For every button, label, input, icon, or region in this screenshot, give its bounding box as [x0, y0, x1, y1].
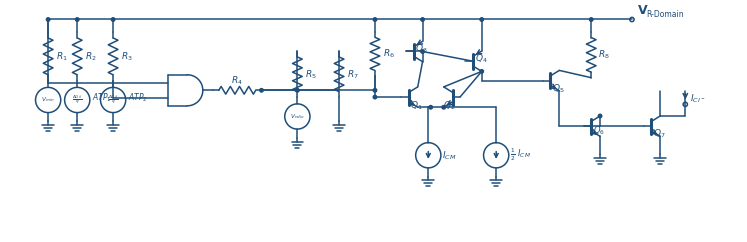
Text: $I_{CM}$: $I_{CM}$ — [442, 149, 456, 161]
Text: $R_3$: $R_3$ — [121, 50, 133, 63]
Text: $\frac{1}{2}\ I_{CM}$: $\frac{1}{2}\ I_{CM}$ — [509, 147, 530, 163]
Text: $\frac{\Delta G_{id}}{q}$: $\frac{\Delta G_{id}}{q}$ — [72, 93, 83, 106]
Text: $R_5$: $R_5$ — [305, 68, 317, 81]
Text: $Q_4$: $Q_4$ — [475, 52, 488, 65]
Circle shape — [260, 89, 263, 92]
Circle shape — [480, 70, 483, 73]
Text: $ATP_1$: $ATP_1$ — [92, 92, 111, 104]
Circle shape — [374, 89, 376, 92]
Circle shape — [374, 95, 376, 99]
Text: $Q_1$: $Q_1$ — [410, 99, 423, 112]
Text: $R_7$: $R_7$ — [347, 68, 359, 81]
Text: $\mathbf{V}$: $\mathbf{V}$ — [636, 4, 648, 17]
Text: $R_2$: $R_2$ — [85, 50, 96, 63]
Text: $R_4$: $R_4$ — [232, 75, 244, 87]
Text: $\frac{\Delta G_{id}}{q}$: $\frac{\Delta G_{id}}{q}$ — [108, 93, 119, 106]
Text: $I_{Cl^-}$: $I_{Cl^-}$ — [690, 92, 705, 105]
Text: $V_{min}$: $V_{min}$ — [41, 96, 55, 105]
Text: $R_1$: $R_1$ — [56, 50, 68, 63]
Text: $V_{ndio}$: $V_{ndio}$ — [290, 112, 305, 121]
Text: $Q_6$: $Q_6$ — [593, 125, 605, 137]
Text: $Q_7$: $Q_7$ — [654, 128, 666, 140]
Circle shape — [374, 18, 376, 21]
Circle shape — [111, 18, 115, 21]
Circle shape — [421, 50, 424, 53]
Text: R-Domain: R-Domain — [646, 10, 684, 20]
Text: $R_6$: $R_6$ — [382, 48, 394, 60]
Circle shape — [46, 18, 50, 21]
Circle shape — [75, 18, 79, 21]
Text: $Q_5$: $Q_5$ — [553, 82, 565, 95]
Text: $Q_2$: $Q_2$ — [443, 99, 456, 112]
Circle shape — [480, 18, 483, 21]
Circle shape — [429, 106, 433, 109]
Circle shape — [296, 89, 299, 92]
Circle shape — [589, 18, 593, 21]
Circle shape — [598, 114, 602, 118]
Text: $R_8$: $R_8$ — [598, 49, 610, 61]
Circle shape — [421, 18, 424, 21]
Text: $Q_3$: $Q_3$ — [415, 42, 427, 55]
Circle shape — [442, 106, 445, 109]
Text: $ATP_2$: $ATP_2$ — [128, 92, 147, 104]
